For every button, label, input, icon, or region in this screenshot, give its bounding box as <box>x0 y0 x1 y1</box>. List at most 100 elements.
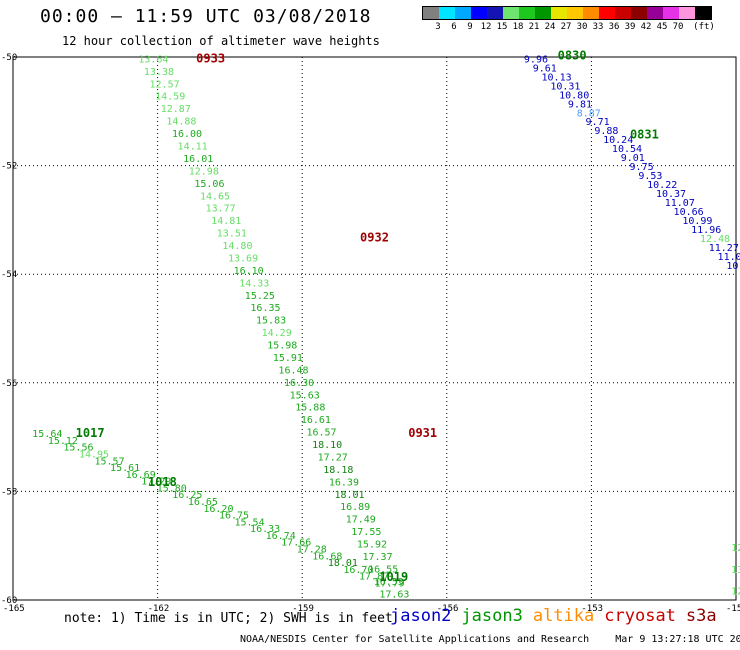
wave-height-value: 14.88 <box>166 117 196 128</box>
wave-height-value: 18.01 <box>334 490 364 501</box>
color-scale-label: 24 <box>544 22 556 32</box>
wave-height-value: 17.27 <box>318 452 348 463</box>
footer-agency: NOAA/NESDIS Center for Satellite Applica… <box>240 634 590 645</box>
wave-height-value: 16.65 <box>188 497 218 508</box>
wave-height-value: 13.64 <box>138 54 168 65</box>
color-scale-label: 39 <box>624 22 636 32</box>
color-swatch <box>631 7 647 19</box>
color-scale-label: 45 <box>656 22 668 32</box>
lat-label: -54 <box>1 270 17 280</box>
color-swatch <box>695 7 711 19</box>
wave-height-value: 9.01 <box>621 153 645 164</box>
wave-height-value: 16.00 <box>172 129 202 140</box>
lat-label: -52 <box>1 162 17 172</box>
page-title: 00:00 – 11:59 UTC 03/08/2018 <box>40 6 372 27</box>
wave-height-value: 15.56 <box>63 443 93 454</box>
wave-height-value: 9.88 <box>594 126 618 137</box>
lat-label: -50 <box>1 53 17 63</box>
satellite-legend-cryosat: cryosat <box>604 606 676 626</box>
wave-height-value: 14.33 <box>239 278 269 289</box>
lat-label: -60 <box>1 596 17 606</box>
color-scale-label: 42 <box>640 22 652 32</box>
wave-height-value: 16.61 <box>301 415 331 426</box>
wave-height-value: 13.69 <box>228 253 258 264</box>
wave-height-value: 9.71 <box>586 117 610 128</box>
wave-height-value: 15.54 <box>235 517 265 528</box>
wave-height-value: 15.12 <box>48 436 78 447</box>
wave-height-value: 11.06 <box>718 252 740 263</box>
color-swatch <box>647 7 663 19</box>
color-swatch <box>679 7 695 19</box>
wave-height-value: 16.01 <box>183 154 213 165</box>
color-scale-label: 6 <box>451 22 457 32</box>
pass-time-label: 0831 <box>630 127 659 141</box>
color-scale-label: 15 <box>496 22 508 32</box>
pass-time-label: 0933 <box>196 51 225 65</box>
wave-height-value: 17.87 <box>359 572 389 583</box>
color-scale-label: 18 <box>512 22 524 32</box>
lat-label: -56 <box>1 379 17 389</box>
wave-height-value: 15.80 <box>157 483 187 494</box>
wave-height-value: 15.57 <box>95 456 125 467</box>
pass-time-label: 0830 <box>558 49 587 63</box>
lon-label: -153 <box>581 604 603 614</box>
wave-height-value: 11.96 <box>691 225 721 236</box>
wave-height-value: 14.29 <box>262 328 292 339</box>
pass-time-label: 0932 <box>360 231 389 245</box>
lon-label: -165 <box>3 604 25 614</box>
footer-timestamp: Mar 9 13:27:18 UTC 2018 <box>615 634 740 645</box>
wave-height-value: 14.59 <box>155 92 185 103</box>
wave-height-value: 15.91 <box>273 353 303 364</box>
wave-height-value: 12.4 <box>731 587 740 598</box>
color-swatch <box>583 7 599 19</box>
wave-height-value: 14.11 <box>178 141 208 152</box>
lon-label: -156 <box>437 604 459 614</box>
color-swatch <box>599 7 615 19</box>
wave-height-value: 10.31 <box>550 81 580 92</box>
wave-height-value: 10.24 <box>603 135 633 146</box>
wave-height-value: 15.64 <box>32 429 62 440</box>
wave-height-value: 15.25 <box>245 291 275 302</box>
wave-height-value: 9.75 <box>630 162 654 173</box>
color-scale-label: 12 <box>480 22 492 32</box>
wave-height-value: 15.88 <box>295 403 325 414</box>
satellite-legend-jason2: jason2 <box>390 606 452 626</box>
wave-height-value: 17.55 <box>351 527 381 538</box>
color-swatch <box>519 7 535 19</box>
wave-height-value: 9.81 <box>568 99 592 110</box>
wave-height-value: 9.61 <box>533 63 557 74</box>
color-scale-label: 33 <box>592 22 604 32</box>
color-scale-label: 27 <box>560 22 572 32</box>
wave-height-value: 17.66 <box>281 538 311 549</box>
satellite-legend: jason2 jason3 altika cryosat s3a <box>390 606 727 626</box>
color-swatch <box>535 7 551 19</box>
wave-height-value: 18.01 <box>328 558 358 569</box>
wave-height-value: 8.87 <box>577 108 601 119</box>
wave-height-value: 17.37 <box>363 552 393 563</box>
color-scale-label: 30 <box>576 22 588 32</box>
wave-height-value: 16.25 <box>172 490 202 501</box>
wave-height-value: 13.38 <box>144 67 174 78</box>
color-swatch <box>567 7 583 19</box>
color-scale-bar <box>422 6 712 20</box>
wave-height-value: 13. <box>731 565 740 576</box>
lon-label: -150 <box>726 604 740 614</box>
color-swatch <box>663 7 679 19</box>
page-subtitle: 12 hour collection of altimeter wave hei… <box>62 34 380 48</box>
color-swatch <box>503 7 519 19</box>
wave-height-value: 17.79 <box>375 578 405 589</box>
wave-height-value: 14.80 <box>222 241 252 252</box>
note-text: note: 1) Time is in UTC; 2) SWH is in fe… <box>64 611 393 626</box>
wave-height-value: 10.8 <box>726 261 740 272</box>
color-scale-label: 70 <box>672 22 684 32</box>
wave-height-value: 16.70 <box>343 565 373 576</box>
wave-height-value: 15.83 <box>256 316 286 327</box>
color-scale-label: 3 <box>435 22 441 32</box>
pass-time-label: 1017 <box>76 426 105 440</box>
wave-height-value: 17.49 <box>346 515 376 526</box>
wave-height-value: 10.37 <box>656 189 686 200</box>
color-scale-label: (ft) <box>693 22 715 32</box>
wave-height-value: 10.22 <box>647 180 677 191</box>
map-frame <box>12 56 737 601</box>
wave-height-value: 15.63 <box>290 390 320 401</box>
